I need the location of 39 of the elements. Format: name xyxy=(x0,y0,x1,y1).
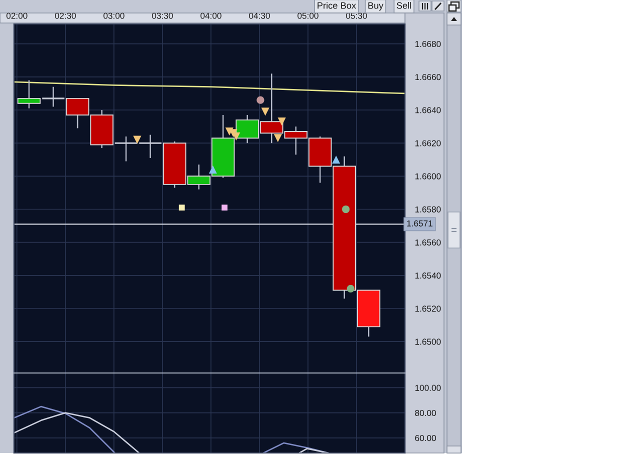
y-tick-label: 1.6620 xyxy=(415,140,441,146)
y-tick-label: 1.6560 xyxy=(415,239,441,246)
candlestick xyxy=(17,80,41,109)
x-tick-label: 05:00 xyxy=(298,12,318,19)
x-tick-label: 05:30 xyxy=(346,12,367,19)
point xyxy=(133,136,142,144)
y-tick-label: 1.6660 xyxy=(415,74,441,80)
point xyxy=(342,205,350,214)
y-tick-label: 1.6500 xyxy=(415,338,441,345)
y-tick-label: 80.00 xyxy=(415,410,436,416)
point xyxy=(261,108,270,116)
ref-line-label: 1.6571 xyxy=(407,220,432,226)
x-tick-label: 04:30 xyxy=(249,12,270,19)
y-tick-label: 1.6580 xyxy=(415,206,441,212)
text: Buy xyxy=(368,2,384,11)
x-tick-label: 03:00 xyxy=(103,12,124,19)
x-tick-label: 03:30 xyxy=(152,12,173,19)
y-tick-label: 100.00 xyxy=(415,384,441,391)
point xyxy=(208,166,217,174)
x-tick-label: 04:00 xyxy=(200,12,222,19)
x-tick-label: 02:00 xyxy=(6,12,28,19)
y-tick-label: 1.6520 xyxy=(415,306,441,312)
point xyxy=(256,96,264,104)
point xyxy=(346,284,354,292)
line-series xyxy=(14,81,405,94)
y-tick-label: 1.6540 xyxy=(415,272,441,279)
y-tick-label: 60.00 xyxy=(415,435,436,442)
candlestick xyxy=(41,86,66,108)
point xyxy=(278,118,286,126)
x-tick-label: 02:30 xyxy=(54,12,76,19)
y-tick-label: 1.6640 xyxy=(415,107,441,114)
point xyxy=(222,204,228,211)
text: Sell xyxy=(396,2,412,9)
y-tick-label: 1.6680 xyxy=(415,40,441,48)
y-tick-label: 1.6600 xyxy=(415,173,441,180)
point xyxy=(332,156,340,164)
point xyxy=(178,204,185,211)
point xyxy=(274,134,282,142)
text: Price Box xyxy=(318,2,356,9)
